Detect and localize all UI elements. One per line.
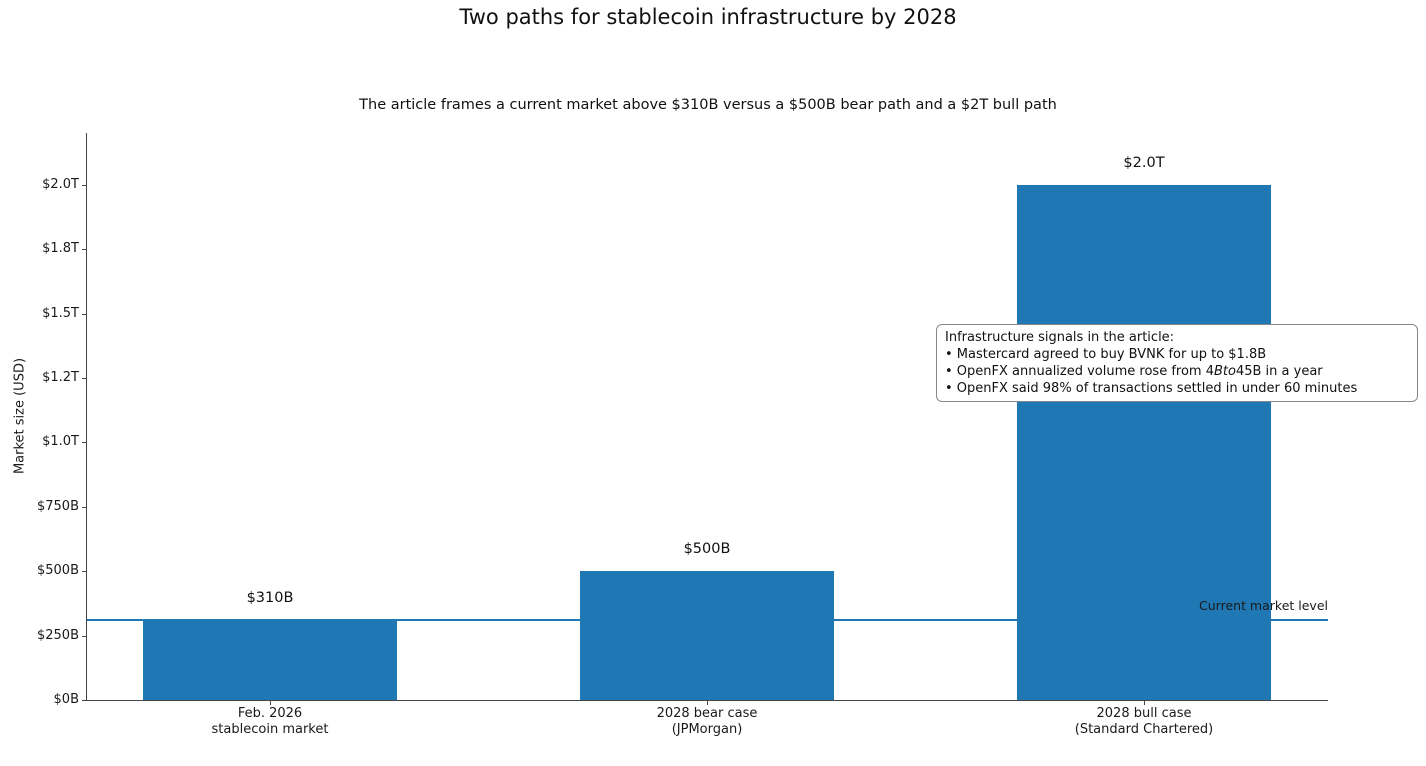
annotation-line: • OpenFX said 98% of transactions settle… xyxy=(945,381,1358,396)
x-tick-label-line1: 2028 bull case xyxy=(1096,706,1192,721)
bar-value-label: $310B xyxy=(246,590,294,606)
chart-title: Two paths for stablecoin infrastructure … xyxy=(459,5,957,29)
y-tick-label: $750B xyxy=(36,499,79,514)
bar-value-label: $2.0T xyxy=(1123,155,1165,171)
x-tick-label-2028-bull-case: 2028 bull case (Standard Chartered) xyxy=(1014,706,1274,738)
y-tick-mark xyxy=(82,507,87,509)
y-tick-label: $250B xyxy=(36,628,79,643)
x-tick-label-line2: (JPMorgan) xyxy=(671,722,743,737)
y-tick-mark xyxy=(82,249,87,251)
x-tick-label-line1: Feb. 2026 xyxy=(237,706,303,721)
y-tick-label: $1.0T xyxy=(42,434,79,449)
y-tick-mark xyxy=(82,442,87,444)
annotation-line: Infrastructure signals in the article: xyxy=(945,330,1175,345)
y-tick-label: $1.2T xyxy=(42,370,79,385)
y-axis-spine xyxy=(86,133,88,701)
y-tick-mark xyxy=(82,636,87,638)
y-tick-mark xyxy=(82,571,87,573)
y-tick-label: $1.8T xyxy=(42,241,79,256)
y-tick-label: $0B xyxy=(53,692,79,707)
x-tick-mark xyxy=(270,700,272,705)
x-tick-label-2028-bear-case: 2028 bear case (JPMorgan) xyxy=(577,706,837,738)
y-tick-label: $2.0T xyxy=(42,177,79,192)
y-tick-label: $500B xyxy=(36,563,79,578)
current-market-level-label: Current market level xyxy=(1199,598,1328,613)
annotation-line: • OpenFX annualized volume rose from 4Bt… xyxy=(945,364,1323,379)
bar-2028-bear-case xyxy=(580,571,834,700)
annotation-line: • Mastercard agreed to buy BVNK for up t… xyxy=(945,347,1267,362)
bar-feb-2026-stablecoin-market xyxy=(143,620,397,700)
y-tick-label: $1.5T xyxy=(42,306,79,321)
y-tick-mark xyxy=(82,185,87,187)
chart-subtitle: The article frames a current market abov… xyxy=(359,97,1057,113)
x-tick-label-line2: (Standard Chartered) xyxy=(1074,722,1214,737)
x-tick-label-line1: 2028 bear case xyxy=(656,706,758,721)
x-tick-mark xyxy=(1144,700,1146,705)
y-tick-mark xyxy=(82,378,87,380)
x-tick-label-line2: stablecoin market xyxy=(211,722,329,737)
bar-value-label: $500B xyxy=(683,541,731,557)
math-italic-text: Bto xyxy=(1213,364,1236,379)
x-tick-label-feb-2026: Feb. 2026 stablecoin market xyxy=(140,706,400,738)
bar-2028-bull-case xyxy=(1017,185,1271,700)
y-tick-mark xyxy=(82,314,87,316)
y-tick-mark xyxy=(82,700,87,702)
infrastructure-signals-annotation: Infrastructure signals in the article: •… xyxy=(936,324,1418,402)
x-tick-mark xyxy=(707,700,709,705)
